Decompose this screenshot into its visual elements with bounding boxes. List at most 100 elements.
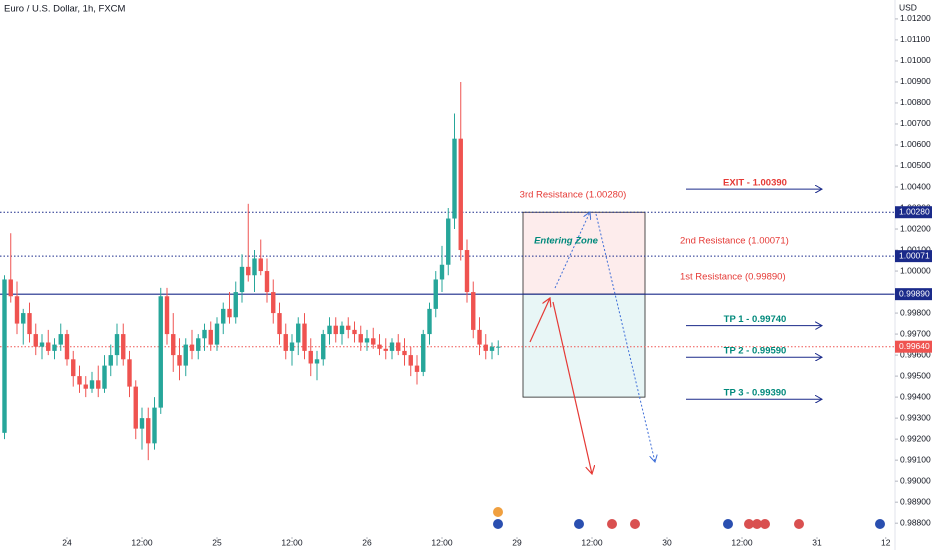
x-tick-label: 31 <box>812 537 822 547</box>
event-icon <box>607 519 617 529</box>
level-badge-label: 0.99640 <box>899 341 930 351</box>
y-tick-label: 0.98900 <box>900 496 931 506</box>
candle-body <box>21 313 26 324</box>
candle-body <box>427 308 432 335</box>
y-tick-label: 0.99000 <box>900 475 931 485</box>
candle-body <box>446 218 451 265</box>
level-badge-label: 1.00071 <box>899 250 930 260</box>
candle-body <box>39 342 45 347</box>
candle-body <box>146 418 151 444</box>
event-icon <box>752 519 762 529</box>
currency-label: USD <box>899 2 917 12</box>
y-tick-label: 0.99400 <box>900 391 931 401</box>
candle-body <box>383 348 388 351</box>
candle-body <box>196 338 201 351</box>
level-badge <box>895 250 932 263</box>
candle-body <box>296 323 301 343</box>
candle-body <box>464 250 470 293</box>
target-label: TP 2 - 0.99590 <box>724 346 787 357</box>
y-tick-label: 1.01200 <box>900 13 931 23</box>
event-icon <box>760 519 770 529</box>
candle-body <box>71 359 76 377</box>
y-tick-label: 0.98800 <box>900 517 931 527</box>
event-icon <box>574 519 584 529</box>
candle-body <box>121 334 126 360</box>
zone-label: Entering Zone <box>534 236 599 247</box>
candle-body <box>277 313 282 335</box>
target-label: TP 3 - 0.99390 <box>724 388 787 399</box>
candle-body <box>171 334 176 356</box>
blue-dotted-arrow-up <box>554 212 590 289</box>
candle-body <box>346 325 351 330</box>
candle-body <box>2 279 7 433</box>
candle-body <box>314 359 320 364</box>
levels <box>0 211 895 348</box>
y-tick-label: 0.99300 <box>900 412 931 422</box>
event-icon <box>723 519 733 529</box>
annotations: 3rd Resistance (1.00280) 2nd Resistance … <box>520 190 789 283</box>
candle-body <box>8 279 13 297</box>
candle-body <box>458 138 463 251</box>
candle-body <box>252 258 257 276</box>
x-tick-label: 26 <box>362 537 372 547</box>
candle-body <box>27 313 32 335</box>
candle-body <box>439 264 445 280</box>
candle-body <box>352 329 357 335</box>
candle-body <box>389 342 395 351</box>
targets: EXIT - 1.00390 TP 1 - 0.99740 TP 2 - 0.995… <box>686 178 822 400</box>
candle-body <box>83 384 88 389</box>
candle-body <box>152 407 157 444</box>
candle-body <box>52 344 57 351</box>
chart-title: Euro / U.S. Dollar, 1h, FXCM <box>4 4 126 15</box>
candle-body <box>246 266 251 276</box>
y-tick-label: 1.00500 <box>900 160 931 170</box>
y-tick-label: 1.00000 <box>900 265 931 275</box>
y-tick-label: 1.00700 <box>900 118 931 128</box>
candle-body <box>477 329 482 345</box>
candle-body <box>358 334 363 343</box>
candle-body <box>264 271 270 293</box>
level-badge <box>895 288 932 301</box>
candle-body <box>433 279 438 309</box>
price-axis <box>895 0 932 550</box>
red-arrow-down <box>552 301 592 474</box>
y-tick-label: 0.99100 <box>900 454 931 464</box>
x-tick-label: 12:00 <box>731 537 753 547</box>
candle-body <box>158 296 163 408</box>
candle-body <box>133 386 138 429</box>
x-tick-label: 29 <box>512 537 522 547</box>
candle-body <box>271 292 276 314</box>
candle-body <box>302 323 307 351</box>
candle-body <box>414 365 420 372</box>
level-badge-label: 1.00280 <box>899 206 930 216</box>
event-icon <box>744 519 754 529</box>
candle-body <box>189 344 195 351</box>
level-badge <box>895 206 932 219</box>
resistance-label: 2nd Resistance (1.00071) <box>680 236 789 247</box>
y-tick-label: 0.99600 <box>900 349 931 359</box>
x-tick-label: 25 <box>212 537 222 547</box>
candle-body <box>14 296 20 324</box>
candle-body <box>371 338 376 345</box>
x-tick-label: 12:00 <box>581 537 603 547</box>
resistance-label: 3rd Resistance (1.00280) <box>520 190 627 201</box>
event-icon <box>493 507 503 517</box>
y-tick-label: 1.00400 <box>900 181 931 191</box>
event-icon <box>875 519 885 529</box>
candle-body <box>321 334 326 360</box>
candle-body <box>127 359 132 387</box>
candle-body <box>408 355 413 366</box>
level-badge <box>895 340 932 353</box>
y-tick-label: 1.00200 <box>900 223 931 233</box>
candle-body <box>202 329 207 339</box>
x-tick-label: 30 <box>662 537 672 547</box>
candle-body <box>89 380 95 389</box>
blue-dotted-arrow-down <box>595 213 655 462</box>
candle-body <box>377 344 382 349</box>
candle-body <box>208 329 213 345</box>
candle-body <box>221 308 226 324</box>
y-tick-label: 0.99200 <box>900 433 931 443</box>
candle-body <box>283 334 288 351</box>
candle-body <box>102 365 107 389</box>
